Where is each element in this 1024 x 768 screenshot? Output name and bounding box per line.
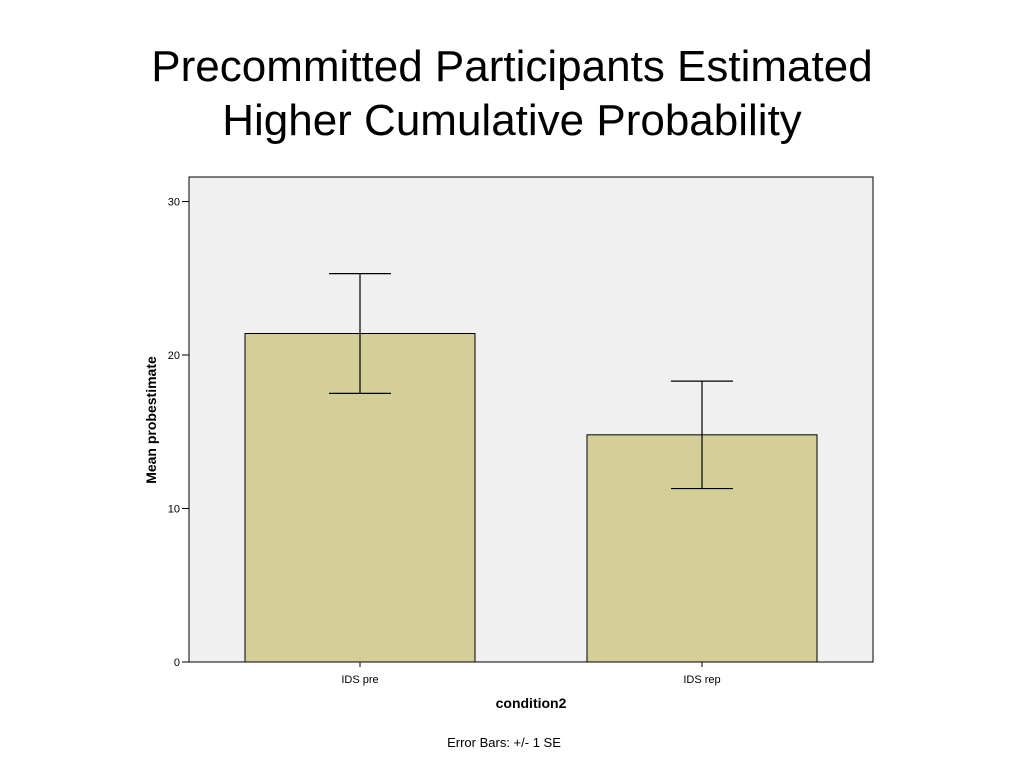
slide-title-line-2: Higher Cumulative Probability	[222, 96, 802, 145]
error-bars-layer	[329, 273, 733, 490]
x-axis: IDS pre IDS rep	[341, 662, 721, 686]
y-tick-label: 0	[174, 657, 180, 669]
x-tick-label: IDS rep	[683, 674, 720, 686]
error-bars-footnote: Error Bars: +/- 1 SE	[447, 735, 561, 750]
y-axis-title: Mean probestimate	[143, 356, 159, 484]
y-tick-label: 30	[168, 197, 180, 209]
slide-title-line-1: Precommitted Participants Estimated	[151, 42, 873, 91]
x-tick-label: IDS pre	[341, 674, 378, 686]
slide-title: Precommitted Participants Estimated High…	[0, 40, 1024, 148]
y-axis: 0 10 20 30	[168, 197, 189, 669]
x-axis-title: condition2	[496, 695, 567, 711]
y-tick-label: 10	[168, 504, 180, 516]
y-tick-label: 20	[168, 350, 180, 362]
bars-layer	[244, 333, 818, 663]
